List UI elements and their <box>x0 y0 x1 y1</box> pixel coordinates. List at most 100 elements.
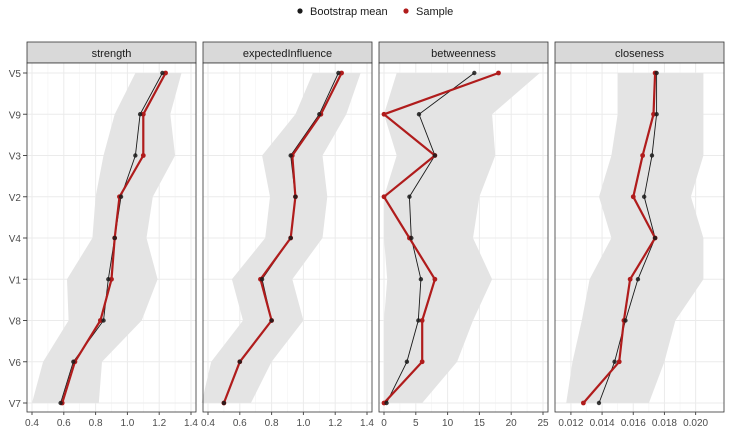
sample-point-v9 <box>381 111 387 117</box>
bootstrap-mean-point-v1 <box>106 277 111 282</box>
y-tick-label-v1: V1 <box>9 275 22 286</box>
facet-panels: strength 0.4 0.6 0.8 1.0 1.2 1.4 expectedInflue… <box>25 41 725 429</box>
bootstrap-mean-point-v6 <box>404 359 410 364</box>
sample-point-v5 <box>496 70 501 76</box>
bootstrap-mean-point-v4 <box>112 235 117 241</box>
bootstrap-mean-point-v4 <box>409 235 414 241</box>
bootstrap-mean-point-v5 <box>472 70 477 76</box>
panel-border <box>202 62 373 413</box>
bootstrap-mean-point-v3 <box>432 153 438 158</box>
legend-sample-marker <box>403 8 409 14</box>
bootstrap-mean-point-v6 <box>612 359 617 364</box>
bootstrap-mean-point-v2 <box>407 194 412 199</box>
x-tick-label: 1.4 <box>360 418 374 429</box>
panel-closeness: closeness 0.012 0.014 0.016 0.018 0.020 <box>554 41 725 429</box>
bootstrap-mean-point-v1 <box>635 277 641 282</box>
bootstrap-mean-point-v7 <box>221 400 227 406</box>
x-tick-label: 1.2 <box>328 418 342 429</box>
y-tick-label-v8: V8 <box>9 317 22 328</box>
bootstrap-mean-point-v3 <box>649 153 655 158</box>
x-tick-label: 25 <box>537 418 549 429</box>
sample-point-v7 <box>580 400 586 406</box>
sample-point-v9 <box>651 111 656 117</box>
x-tick-label: 0.8 <box>89 418 103 429</box>
x-tick-label: 1.4 <box>184 418 198 429</box>
x-tick-label: 20 <box>506 418 518 429</box>
panel-strength: strength 0.4 0.6 0.8 1.0 1.2 1.4 <box>25 41 198 429</box>
x-tick-label: 10 <box>442 418 454 429</box>
sample-point-v2 <box>381 194 387 200</box>
bootstrap-mean-point-v2 <box>118 194 124 199</box>
bootstrap-mean-point-v1 <box>259 277 265 282</box>
panel-expectedinfluence: expectedInfluence 0.4 0.6 0.8 1.0 1.2 1.4 <box>201 41 374 429</box>
bootstrap-mean-point-v5 <box>654 70 659 76</box>
bootstrap-mean-point-v9 <box>416 112 422 117</box>
y-tick-label-v4: V4 <box>9 234 22 245</box>
x-tick-label: 0.4 <box>25 418 39 429</box>
bootstrap-mean-point-v3 <box>133 153 138 158</box>
sample-point-v1 <box>432 276 438 282</box>
panel-border <box>26 62 197 413</box>
bootstrap-mean-point-v8 <box>101 318 106 323</box>
x-tick-label: 0.018 <box>652 418 677 429</box>
x-tick-label: 5 <box>413 418 419 429</box>
sample-point-v9 <box>140 111 146 117</box>
bootstrap-mean-point-v1 <box>418 277 424 282</box>
bootstrap-mean-point-v5 <box>336 70 341 76</box>
bootstrap-mean-point-v8 <box>416 318 421 323</box>
bootstrap-mean-point-v2 <box>293 194 298 199</box>
sample-point-v8 <box>419 318 425 323</box>
ci-ribbon <box>566 73 704 403</box>
bootstrap-mean-point-v9 <box>137 112 143 117</box>
bootstrap-mean-point-v7 <box>384 400 389 406</box>
x-tick-label: 0.014 <box>590 418 615 429</box>
x-tick-label: 0.6 <box>233 418 247 429</box>
sample-point-v8 <box>97 318 103 323</box>
y-tick-label-v7: V7 <box>9 399 22 410</box>
bootstrap-mean-point-v3 <box>288 153 293 158</box>
x-tick-label: 0.4 <box>201 418 215 429</box>
legend-sample-label: Sample <box>416 6 453 18</box>
legend-bootstrap-mean-label: Bootstrap mean <box>310 6 388 18</box>
panel-betweenness: betweenness 0 5 10 15 20 25 <box>378 41 549 429</box>
strip-title-strength: strength <box>92 48 132 60</box>
x-tick-label: 0.020 <box>683 418 708 429</box>
panel-border <box>554 62 725 413</box>
bootstrap-mean-point-v2 <box>641 194 647 199</box>
x-tick-label: 15 <box>474 418 486 429</box>
legend-bootstrap-mean-marker <box>297 8 303 14</box>
y-axis: V5 V9 V3 V2 V4 V1 V8 V6 V7 <box>9 69 27 410</box>
sample-point-v5 <box>163 70 168 76</box>
x-tick-label: 0.012 <box>558 418 583 429</box>
sample-point-v5 <box>339 70 344 76</box>
bootstrap-mean-point-v6 <box>71 359 76 364</box>
y-tick-label-v9: V9 <box>9 110 22 121</box>
x-tick-label: 1.0 <box>296 418 310 429</box>
bootstrap-mean-point-v4 <box>288 235 293 241</box>
y-tick-label-v5: V5 <box>9 69 22 80</box>
bootstrap-mean-point-v5 <box>160 70 165 76</box>
y-tick-label-v3: V3 <box>9 152 22 163</box>
bootstrap-mean-point-v7 <box>58 400 63 406</box>
sample-point-v3 <box>140 153 146 158</box>
bootstrap-mean-point-v8 <box>269 318 274 323</box>
panel-border <box>378 62 549 413</box>
strip-title-expectedinfluence: expectedInfluence <box>243 48 332 60</box>
sample-point-v6 <box>419 359 425 365</box>
bootstrap-mean-point-v7 <box>596 400 602 406</box>
strip-title-betweenness: betweenness <box>431 48 496 60</box>
strip-title-closeness: closeness <box>615 48 664 60</box>
sample-point-v1 <box>109 276 114 282</box>
bootstrap-mean-point-v8 <box>623 318 628 323</box>
legend: Bootstrap mean Sample <box>297 6 453 18</box>
x-tick-label: 1.2 <box>152 418 166 429</box>
sample-point-v3 <box>640 153 646 158</box>
sample-point-v1 <box>627 276 633 282</box>
y-tick-label-v6: V6 <box>9 358 22 369</box>
bootstrap-mean-point-v6 <box>237 359 242 364</box>
x-tick-label: 0.6 <box>57 418 71 429</box>
y-tick-label-v2: V2 <box>9 193 22 204</box>
x-tick-label: 0 <box>381 418 387 429</box>
bootstrap-mean-point-v9 <box>317 112 322 117</box>
x-tick-label: 1.0 <box>120 418 134 429</box>
